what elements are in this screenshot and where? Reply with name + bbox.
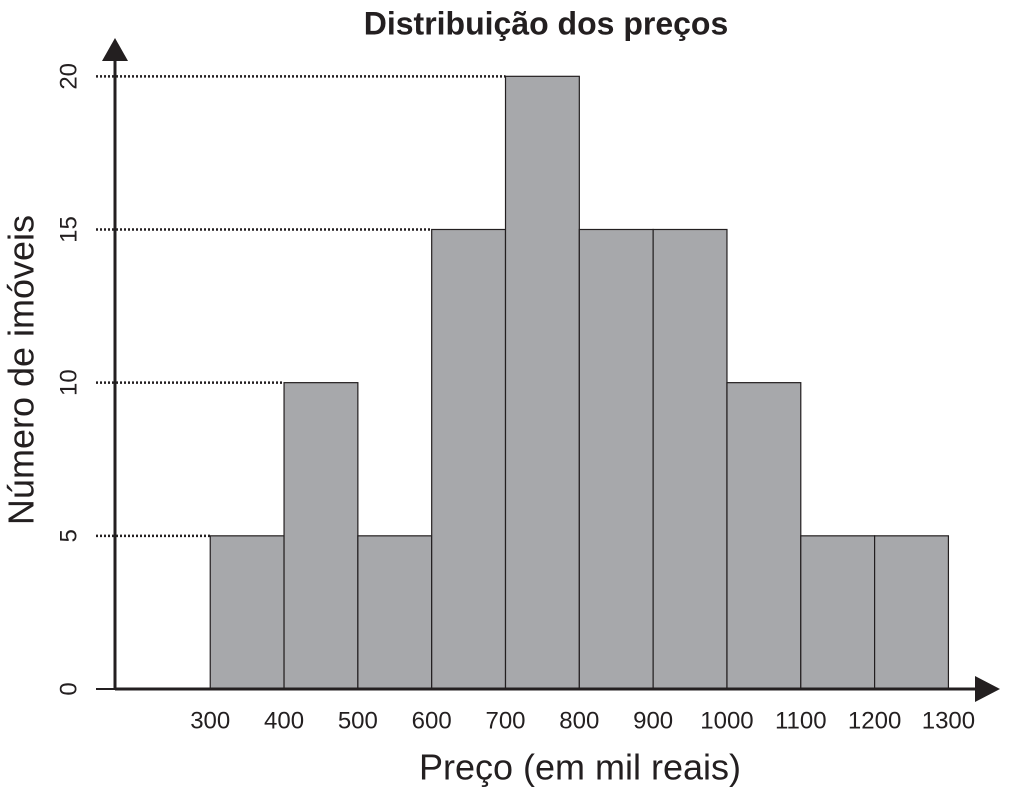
y-tick-label: 0 [55,682,82,695]
x-tick-label: 400 [264,707,304,734]
bar [504,75,580,690]
x-tick-label: 500 [338,707,378,734]
bar [874,535,950,690]
bar [726,382,802,690]
x-axis-arrow [975,676,1000,702]
x-tick-label: 1000 [700,707,753,734]
y-axis-arrow [102,38,128,61]
bar [283,382,359,690]
x-tick-label: 1100 [775,707,827,734]
x-tick-label: 1200 [848,707,901,734]
y-tick-label: 10 [55,369,82,396]
bar [431,228,507,690]
x-tick-label: 700 [485,707,525,734]
x-axis-label: Preço (em mil reais) [419,747,741,788]
bar [800,535,876,690]
bar [357,535,433,690]
x-tick-label: 300 [190,707,230,734]
y-tick-label: 15 [55,216,82,243]
y-tick-label: 5 [55,529,82,542]
bar [209,535,285,690]
chart-title: Distribuição dos preços [364,5,729,41]
x-tick-label: 900 [633,707,673,734]
bar [578,228,654,690]
y-axis-label: Número de imóveis [1,215,42,525]
y-tick-label: 20 [55,63,82,90]
bar [652,228,728,690]
x-tick-label: 1300 [922,707,975,734]
x-tick-label: 600 [412,707,452,734]
x-tick-label: 800 [559,707,599,734]
